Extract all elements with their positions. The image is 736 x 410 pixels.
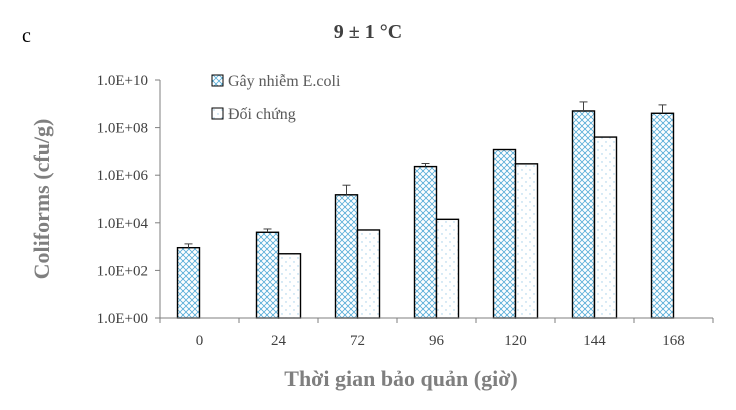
x-axis-title: Thời gian bảo quản (giờ): [284, 366, 517, 391]
legend-swatch-control: [211, 107, 224, 120]
legend-swatch-infected: [211, 74, 224, 87]
legend-label-infected: Gây nhiễm E.coli: [228, 73, 341, 90]
bar-infected: [492, 148, 517, 319]
x-tick-label: 24: [271, 333, 287, 349]
x-tick-label: 96: [429, 333, 445, 349]
bar-infected: [413, 165, 438, 319]
y-tick-label: 1.0E+04: [97, 216, 149, 232]
y-axis-ticks: 1.0E+00 1.0E+02 1.0E+04 1.0E+06 1.0E+08 1.0E+…: [97, 73, 160, 327]
legend: Gây nhiễm E.coli Đối chứng: [211, 73, 341, 123]
bar-control: [514, 163, 539, 319]
bar-control: [277, 253, 302, 319]
x-tick-label: 72: [350, 333, 365, 349]
x-tick-label: 120: [504, 333, 527, 349]
bar-control: [435, 218, 460, 319]
bars: [176, 101, 675, 319]
bar-infected: [571, 110, 596, 319]
bar-infected: [334, 194, 359, 319]
bar-infected: [650, 112, 675, 319]
x-axis-ticks: 0 24 72 96 120 144 168: [159, 318, 714, 349]
y-tick-label: 1.0E+02: [97, 263, 148, 279]
x-tick-label: 168: [662, 333, 685, 349]
chart-title: 9 ± 1 °C: [334, 21, 402, 43]
y-tick-label: 1.0E+08: [97, 121, 148, 137]
x-tick-label: 144: [583, 333, 606, 349]
y-tick-label: 1.0E+06: [97, 168, 149, 184]
legend-label-control: Đối chứng: [228, 106, 296, 123]
y-tick-label: 1.0E+10: [97, 73, 148, 89]
bar-control: [356, 229, 381, 319]
y-axis-title: Coliforms (cfu/g): [29, 119, 54, 280]
bar-infected: [176, 246, 201, 319]
bar-control: [593, 136, 618, 319]
panel-label: c: [22, 25, 31, 47]
x-tick-label: 0: [196, 333, 204, 349]
bar-infected: [255, 231, 280, 319]
y-tick-label: 1.0E+00: [97, 311, 148, 327]
